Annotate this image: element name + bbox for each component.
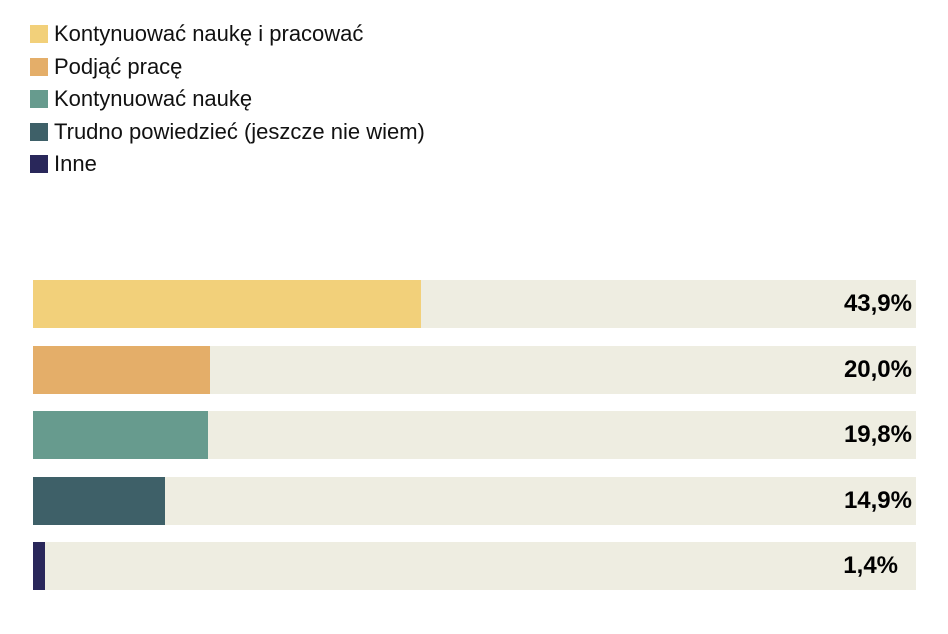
bar-row-4: 1,4%: [33, 542, 916, 590]
bar-0: [33, 280, 421, 328]
bar-value-label-0: 43,9%: [843, 290, 912, 317]
legend-item-4: Inne: [30, 148, 425, 181]
bar-1: [33, 346, 210, 394]
legend-swatch-1: [30, 57, 48, 76]
bar-2: [33, 411, 208, 459]
legend-swatch-3: [30, 122, 48, 141]
bar-value-label-4: 1,4%: [843, 552, 898, 579]
legend-item-1: Podjąć pracę: [30, 51, 425, 84]
legend-label-0: Kontynuować naukę i pracować: [54, 21, 364, 47]
legend-swatch-4: [30, 155, 48, 174]
legend-swatch-2: [30, 90, 48, 109]
legend-label-1: Podjąć pracę: [54, 53, 183, 79]
chart-legend: Kontynuować naukę i pracować Podjąć prac…: [30, 18, 425, 181]
legend-label-4: Inne: [54, 151, 97, 177]
bar-value-label-3: 14,9%: [843, 487, 912, 514]
bar-value-label-2: 19,8%: [843, 421, 912, 448]
bar-row-3: 14,9%: [33, 477, 916, 525]
bar-row-1: 20,0%: [33, 346, 916, 394]
bar-4: [33, 542, 46, 590]
legend-label-3: Trudno powiedzieć (jeszcze nie wiem): [54, 118, 425, 144]
legend-item-3: Trudno powiedzieć (jeszcze nie wiem): [30, 116, 425, 149]
bar-track-3: [33, 477, 916, 525]
bar-3: [33, 477, 165, 525]
bar-value-label-1: 20,0%: [843, 356, 912, 383]
bar-row-0: 43,9%: [33, 280, 916, 328]
bar-track-4: [33, 542, 916, 590]
legend-item-0: Kontynuować naukę i pracować: [30, 18, 425, 51]
legend-label-2: Kontynuować naukę: [54, 86, 253, 112]
legend-item-2: Kontynuować naukę: [30, 83, 425, 116]
bar-row-2: 19,8%: [33, 411, 916, 459]
legend-swatch-0: [30, 25, 48, 44]
